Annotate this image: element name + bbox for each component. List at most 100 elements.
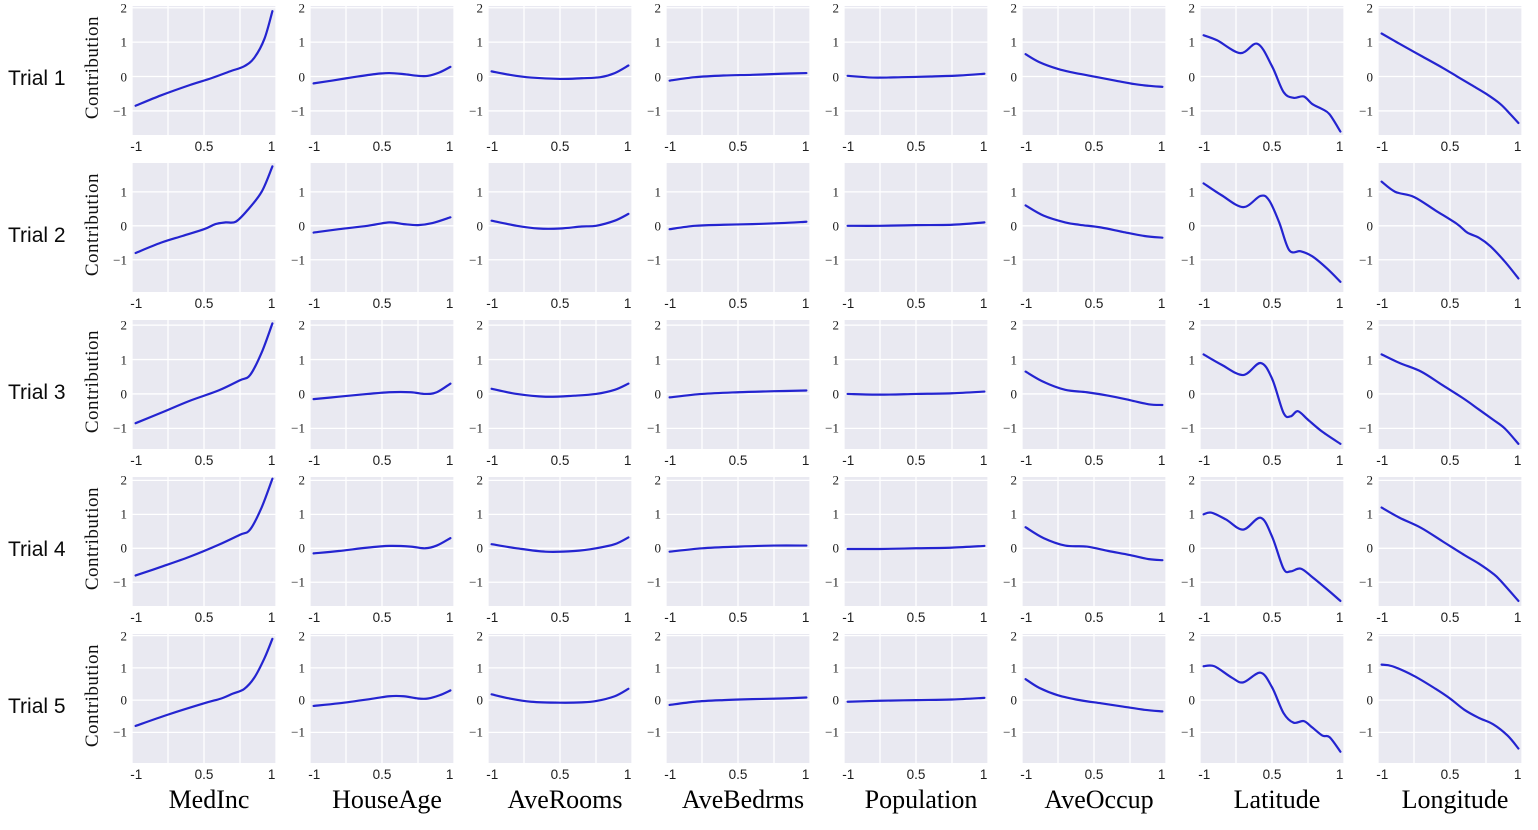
plot-canvas	[844, 163, 988, 292]
trial-label-text: Trial 1	[8, 66, 66, 90]
plot-canvas	[310, 163, 454, 292]
contribution-line	[314, 690, 451, 705]
y-tick-label: 2	[298, 472, 306, 488]
contribution-line	[1382, 34, 1519, 123]
y-tick-labels: 2 1 0 −1	[464, 319, 488, 449]
y-tick-label: 1	[1010, 34, 1018, 50]
y-tick-label: 2	[1366, 0, 1374, 16]
plot-canvas	[310, 6, 454, 135]
contribution-line	[492, 66, 629, 79]
y-tick-label: 1	[1366, 506, 1374, 522]
trial-label-2: Trial 2	[0, 157, 78, 314]
plot-area	[666, 634, 810, 763]
y-tick-label: −1	[1359, 103, 1373, 119]
y-tick-label: 2	[832, 317, 840, 333]
subplot-medinc-trial2: 1 0 −1 -1 0.5 1	[108, 157, 286, 314]
x-tick-label: 0.5	[194, 767, 214, 782]
y-tick-label: 2	[120, 472, 128, 488]
plot-row: 1 0 −1	[464, 163, 632, 292]
plot-row: 2 1 0 −1	[1354, 1, 1522, 135]
y-tick-label: 1	[654, 660, 662, 676]
x-tick-label: 0.5	[194, 139, 214, 154]
plot-canvas	[844, 634, 988, 763]
x-tick-label: 1	[445, 453, 454, 468]
x-tick-labels: -1 0.5 1	[308, 763, 454, 783]
y-tick-label: 1	[1010, 184, 1018, 200]
x-tick-label: -1	[486, 296, 499, 311]
y-tick-label: 0	[120, 218, 128, 234]
plot-area	[844, 6, 988, 135]
y-axis-title-row2: Contribution	[78, 157, 108, 314]
plot-area	[1022, 163, 1166, 292]
plot-canvas	[844, 320, 988, 449]
x-tick-labels: -1 0.5 1	[1198, 449, 1344, 469]
plot-area	[666, 163, 810, 292]
x-tick-labels: -1 0.5 1	[308, 606, 454, 626]
subplot-aveoccup-trial2: 1 0 −1 -1 0.5 1	[998, 157, 1176, 314]
plot-area	[844, 163, 988, 292]
contribution-line	[1026, 54, 1163, 87]
y-tick-label: 1	[1188, 352, 1196, 368]
y-axis-title-row5: Contribution	[78, 628, 108, 785]
y-tick-label: 0	[832, 69, 840, 85]
y-tick-label: 1	[1010, 352, 1018, 368]
y-tick-labels: 2 1 0 −1	[820, 1, 844, 135]
plot-area	[488, 6, 632, 135]
subplot-avebedrms-trial5: 2 1 0 −1 -1 0.5 1	[642, 628, 820, 785]
plot-row: 1 0 −1	[1176, 163, 1344, 292]
x-tick-labels: -1 0.5 1	[842, 763, 988, 783]
contribution-line	[848, 74, 985, 78]
plot-canvas	[666, 163, 810, 292]
x-tick-label: -1	[1376, 296, 1389, 311]
x-tick-label: 1	[979, 453, 988, 468]
plot-row: 2 1 0 −1	[108, 319, 276, 449]
x-tick-label: -1	[842, 296, 855, 311]
subplot-latitude-trial5: 2 1 0 −1 -1 0.5 1	[1176, 628, 1354, 785]
x-tick-label: 1	[267, 610, 276, 625]
y-tick-label: −1	[825, 724, 839, 740]
subplot-averooms-trial5: 2 1 0 −1 -1 0.5 1	[464, 628, 642, 785]
plot-canvas	[844, 477, 988, 606]
x-tick-labels: -1 0.5 1	[130, 606, 276, 626]
contribution-line	[670, 73, 807, 81]
y-tick-label: 0	[1188, 540, 1196, 556]
x-tick-label: 1	[1513, 610, 1522, 625]
y-tick-label: −1	[1359, 574, 1373, 590]
x-tick-label: 0.5	[1440, 610, 1460, 625]
x-tick-label: -1	[130, 453, 143, 468]
plot-canvas	[1378, 634, 1522, 763]
x-tick-labels: -1 0.5 1	[1198, 606, 1344, 626]
x-tick-label: -1	[486, 453, 499, 468]
y-tick-label: 1	[1366, 184, 1374, 200]
y-tick-label: 1	[832, 506, 840, 522]
y-tick-labels: 2 1 0 −1	[820, 317, 844, 449]
y-tick-labels: 2 1 0 −1	[1354, 474, 1378, 606]
plot-row: 2 1 0 −1	[1176, 1, 1344, 135]
feature-label-aveoccup: AveOccup	[998, 785, 1176, 830]
y-axis-title-text: Contribution	[82, 172, 103, 277]
contribution-line	[848, 546, 985, 549]
subplot-avebedrms-trial1: 2 1 0 −1 -1 0.5 1	[642, 0, 820, 157]
y-axis-title-row3: Contribution	[78, 314, 108, 471]
y-tick-label: −1	[825, 252, 839, 268]
x-tick-label: -1	[486, 610, 499, 625]
y-tick-label: 1	[476, 34, 484, 50]
plot-row: 2 1 0 −1	[820, 629, 988, 763]
y-tick-label: 1	[120, 506, 128, 522]
y-tick-label: 0	[476, 69, 484, 85]
plot-area	[132, 634, 276, 763]
plot-area	[310, 320, 454, 449]
x-tick-labels: -1 0.5 1	[842, 292, 988, 312]
x-tick-labels: -1 0.5 1	[1376, 763, 1522, 783]
x-tick-label: 0.5	[194, 296, 214, 311]
x-tick-label: 1	[979, 767, 988, 782]
y-tick-label: 0	[298, 692, 306, 708]
plot-canvas	[132, 477, 276, 606]
plot-row: 2 1 0 −1	[286, 319, 454, 449]
x-tick-labels: -1 0.5 1	[664, 292, 810, 312]
y-tick-label: 0	[654, 69, 662, 85]
y-tick-label: 2	[1010, 472, 1018, 488]
plot-area	[1200, 320, 1344, 449]
x-tick-label: 0.5	[372, 453, 392, 468]
y-tick-label: 2	[120, 628, 128, 644]
